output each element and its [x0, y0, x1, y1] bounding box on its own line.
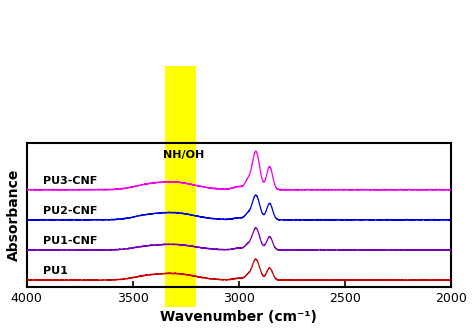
Text: NH/OH: NH/OH	[164, 150, 205, 160]
Text: PU2-CNF: PU2-CNF	[44, 206, 98, 216]
Text: PU1-CNF: PU1-CNF	[44, 236, 98, 246]
Text: PU3-CNF: PU3-CNF	[44, 176, 98, 186]
Text: PU1: PU1	[44, 266, 68, 276]
X-axis label: Wavenumber (cm⁻¹): Wavenumber (cm⁻¹)	[160, 310, 317, 324]
Bar	[164, 67, 196, 307]
Y-axis label: Absorbance: Absorbance	[7, 169, 21, 261]
